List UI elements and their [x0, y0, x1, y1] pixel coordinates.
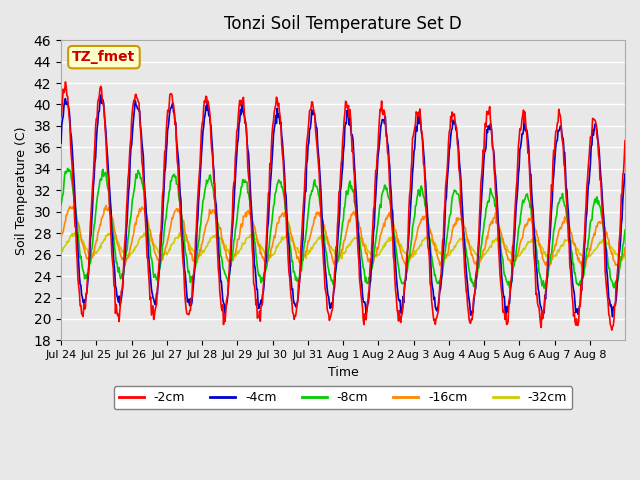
-32cm	[57, 250, 65, 255]
-32cm	[402, 250, 410, 255]
-16cm	[102, 203, 109, 208]
-8cm	[64, 166, 72, 171]
-8cm	[228, 258, 236, 264]
-2cm	[621, 138, 629, 144]
Legend: -2cm, -4cm, -8cm, -16cm, -32cm: -2cm, -4cm, -8cm, -16cm, -32cm	[114, 386, 572, 409]
-4cm	[57, 140, 65, 146]
-2cm	[434, 312, 442, 317]
-32cm	[228, 251, 236, 257]
-16cm	[57, 235, 65, 241]
-2cm	[61, 79, 69, 85]
Y-axis label: Soil Temperature (C): Soil Temperature (C)	[15, 126, 28, 254]
-32cm	[256, 243, 264, 249]
-32cm	[71, 230, 79, 236]
-4cm	[97, 92, 104, 98]
-32cm	[434, 246, 442, 252]
-32cm	[277, 239, 285, 245]
-8cm	[124, 236, 132, 242]
-4cm	[402, 276, 410, 282]
-16cm	[256, 242, 264, 248]
-4cm	[124, 200, 132, 205]
-8cm	[277, 179, 285, 185]
Line: -2cm: -2cm	[61, 82, 625, 330]
-16cm	[434, 254, 442, 260]
-8cm	[621, 227, 629, 233]
-2cm	[277, 123, 285, 129]
-4cm	[277, 120, 285, 125]
-2cm	[256, 308, 264, 314]
-4cm	[609, 314, 616, 320]
-2cm	[124, 177, 132, 182]
-16cm	[228, 256, 236, 262]
-16cm	[277, 214, 285, 219]
-16cm	[124, 255, 132, 261]
-8cm	[256, 272, 264, 278]
X-axis label: Time: Time	[328, 366, 358, 379]
-16cm	[402, 263, 410, 268]
-8cm	[540, 285, 548, 291]
-32cm	[617, 256, 625, 262]
-16cm	[582, 264, 589, 270]
-32cm	[621, 253, 629, 259]
-32cm	[124, 253, 132, 259]
Line: -8cm: -8cm	[61, 168, 625, 288]
-2cm	[608, 327, 616, 333]
Line: -16cm: -16cm	[61, 205, 625, 267]
Text: TZ_fmet: TZ_fmet	[72, 50, 136, 64]
-4cm	[621, 171, 629, 177]
-2cm	[228, 225, 236, 231]
-8cm	[402, 273, 410, 279]
Title: Tonzi Soil Temperature Set D: Tonzi Soil Temperature Set D	[224, 15, 462, 33]
-16cm	[621, 245, 629, 251]
-2cm	[402, 268, 410, 274]
-8cm	[434, 281, 442, 287]
Line: -32cm: -32cm	[61, 233, 625, 259]
-2cm	[57, 114, 65, 120]
-4cm	[434, 305, 442, 311]
Line: -4cm: -4cm	[61, 95, 625, 317]
-8cm	[57, 202, 65, 208]
-4cm	[256, 302, 264, 308]
-4cm	[228, 237, 236, 242]
